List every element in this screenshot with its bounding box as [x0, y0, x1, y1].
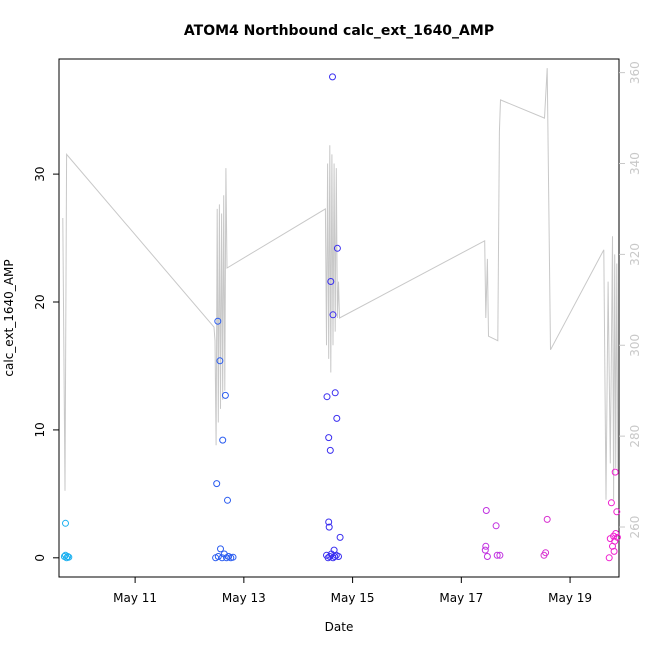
data-point [323, 393, 331, 401]
plot-frame [58, 58, 620, 578]
data-point [221, 391, 229, 399]
data-point [329, 73, 336, 81]
data-point [325, 523, 333, 531]
y2-tick-label: 260 [628, 516, 642, 539]
y2-tick-label: 320 [628, 243, 642, 266]
y2-tick-label: 340 [628, 152, 642, 175]
data-point [492, 522, 500, 530]
data-point [224, 496, 231, 504]
y2-tick-label: 360 [628, 61, 642, 84]
data-point [613, 533, 621, 541]
data-point [610, 547, 618, 555]
y-axis-label: calc_ext_1640_AMP [2, 259, 16, 376]
data-point [483, 553, 491, 560]
data-point [62, 519, 69, 527]
data-point [607, 499, 615, 507]
data-point [325, 518, 333, 526]
data-point [329, 311, 337, 319]
y2-tick-label: 280 [628, 425, 642, 448]
data-point [336, 533, 344, 541]
data-point [331, 553, 339, 560]
y-tick-label: 30 [33, 166, 47, 181]
data-point [218, 554, 226, 562]
data-point [482, 507, 490, 514]
data-point [540, 551, 548, 559]
data-point [496, 551, 504, 559]
data-point [219, 436, 227, 444]
data-point [64, 553, 72, 560]
x-tick-label: May 11 [113, 591, 157, 605]
data-point [493, 551, 501, 559]
data-point [229, 553, 237, 561]
x-tick-label: May 17 [439, 591, 483, 605]
y-tick-label: 20 [33, 294, 47, 309]
x-axis: May 11 May 13 May 15 May 17 May 19 [113, 577, 592, 605]
x-axis-label: Date [325, 620, 354, 634]
secondary-line-layer [62, 68, 619, 500]
x-tick-label: May 15 [331, 591, 375, 605]
chart-title: ATOM4 Northbound calc_ext_1640_AMP [184, 23, 494, 39]
data-point [331, 389, 339, 397]
data-point [214, 317, 222, 325]
data-point [335, 553, 342, 560]
data-point [325, 434, 333, 442]
x-tick-label: May 19 [548, 591, 592, 605]
data-point [611, 468, 619, 476]
data-point [481, 546, 489, 554]
data-point [333, 414, 341, 422]
y-axis-right: 260 280 300 320 340 360 [619, 61, 642, 538]
x-tick-label: May 13 [222, 591, 266, 605]
data-point [326, 446, 334, 454]
data-point [65, 553, 73, 561]
data-point [216, 357, 224, 365]
y2-tick-label: 300 [628, 334, 642, 357]
data-point [605, 554, 613, 562]
data-point [327, 278, 335, 285]
data-point [214, 553, 222, 560]
data-point [612, 530, 620, 537]
data-point [613, 508, 621, 516]
y-tick-label: 10 [33, 422, 47, 437]
data-point [543, 515, 551, 523]
y-axis: 0 10 20 30 [33, 166, 59, 562]
y-tick-label: 0 [33, 554, 47, 562]
data-point [482, 542, 490, 550]
data-point [217, 545, 224, 553]
scatter-points-layer [60, 73, 621, 562]
data-point [213, 480, 221, 488]
secondary-series-line [62, 68, 619, 500]
data-point [333, 244, 341, 252]
